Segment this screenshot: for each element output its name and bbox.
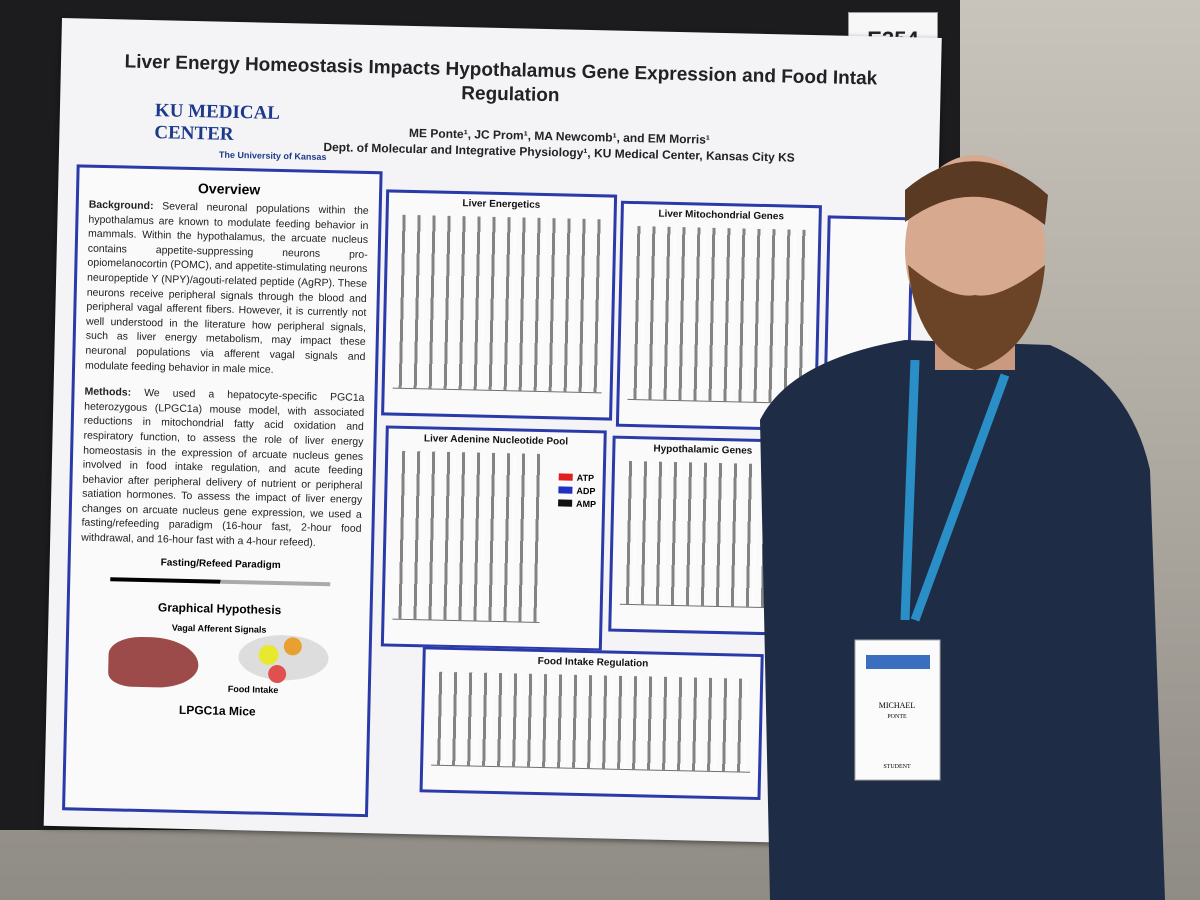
badge-last: PONTE	[887, 714, 907, 720]
lanyard	[900, 359, 1010, 622]
beard	[908, 265, 1045, 370]
shirt	[760, 340, 1165, 900]
badge-banner	[866, 655, 930, 669]
badge-first: MICHAEL	[879, 701, 916, 710]
hair	[905, 161, 1048, 225]
badge-role: STUDENT	[883, 764, 911, 770]
